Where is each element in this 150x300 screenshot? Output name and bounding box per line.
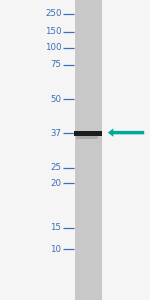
Text: 150: 150 — [45, 27, 62, 36]
Bar — [76, 136, 98, 139]
Text: 10: 10 — [51, 244, 62, 253]
Bar — [75, 0, 102, 300]
Text: 37: 37 — [51, 129, 62, 138]
Bar — [74, 131, 102, 136]
Text: 100: 100 — [45, 44, 62, 52]
Text: 250: 250 — [45, 9, 62, 18]
Text: 20: 20 — [51, 178, 62, 188]
Text: 75: 75 — [51, 60, 62, 69]
Text: 50: 50 — [51, 94, 62, 103]
Text: 25: 25 — [51, 164, 62, 172]
Text: 15: 15 — [51, 224, 62, 232]
